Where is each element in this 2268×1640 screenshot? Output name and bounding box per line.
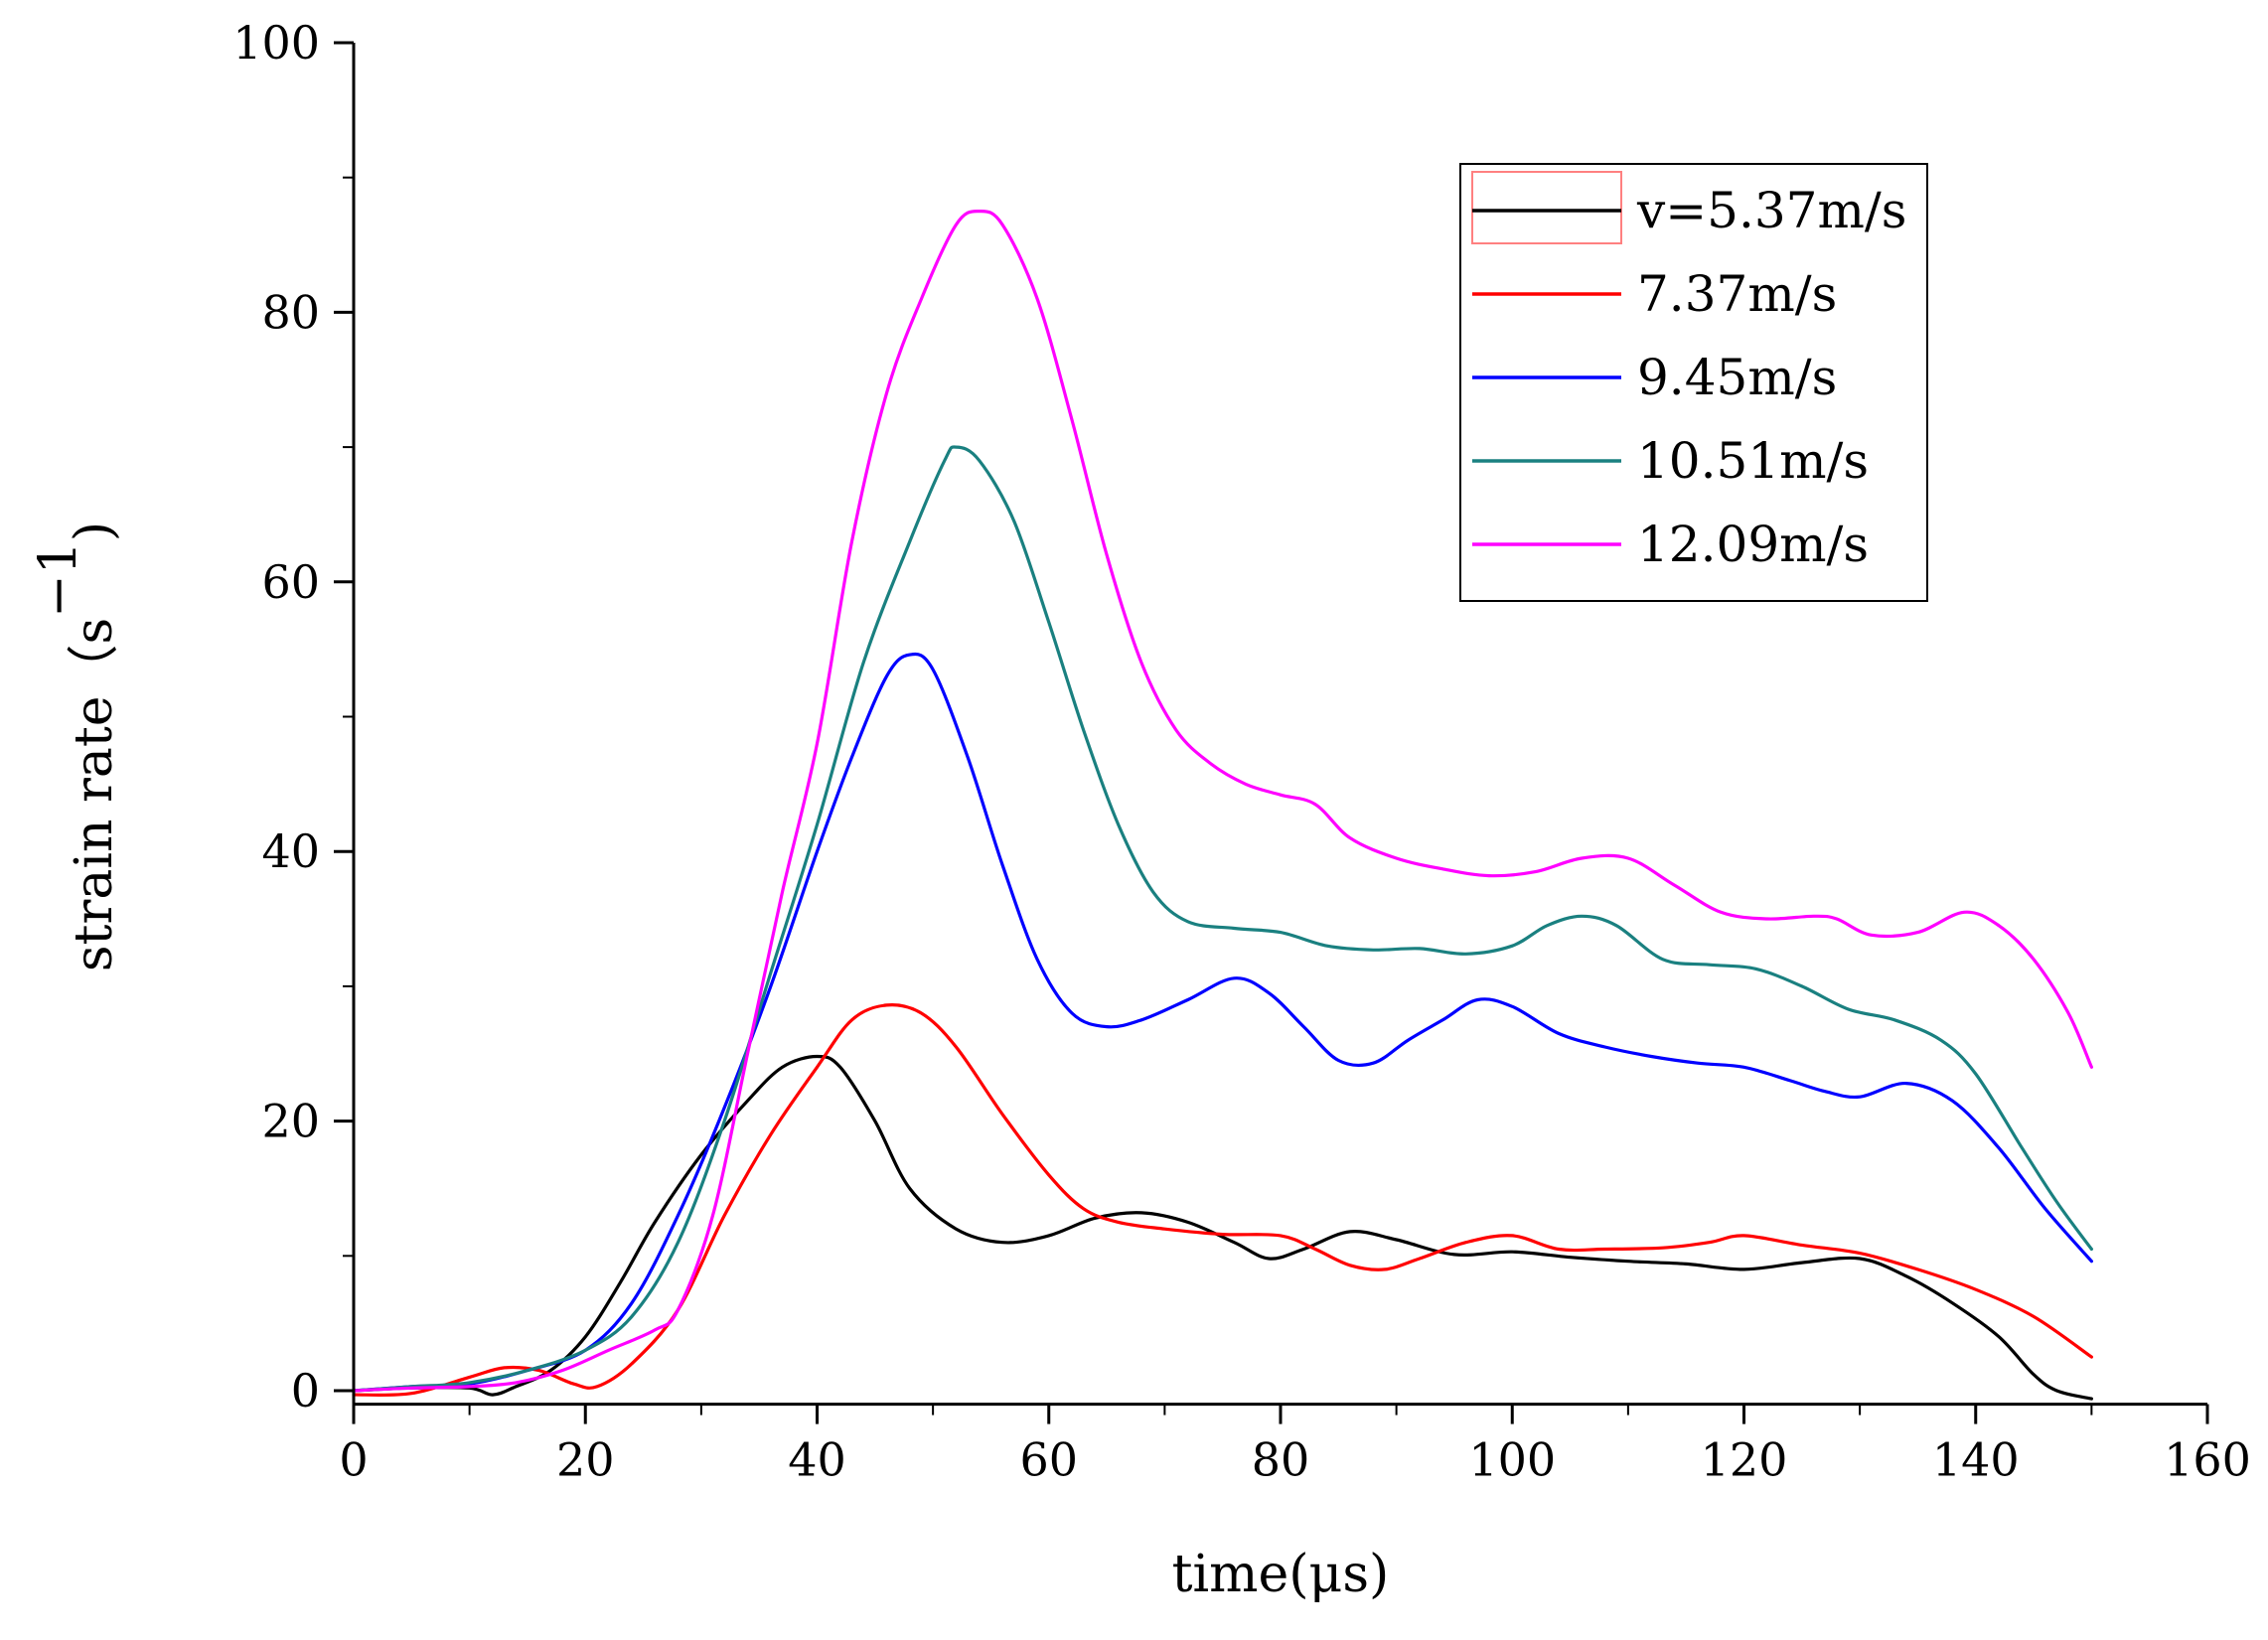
x-tick-label: 80 [1252,1433,1310,1487]
x-ticks: 0 20 40 60 80 100 120 140 160 [339,1404,2251,1487]
legend-label: v=5.37m/s [1636,182,1906,239]
legend: v=5.37m/s 7.37m/s 9.45m/s 10.51m/s 12.09m/s [1459,163,1928,602]
series-line-2 [352,1003,2093,1398]
x-tick-label: 0 [339,1433,368,1487]
y-tick-label: 20 [261,1095,320,1148]
legend-items: v=5.37m/s 7.37m/s 9.45m/s 10.51m/s 12.09m/s [1472,182,1906,573]
x-tick-label: 20 [556,1433,615,1487]
x-tick-label: 120 [1701,1433,1788,1487]
series-line-4 [352,445,2093,1393]
y-tick-label: 0 [291,1364,320,1417]
x-tick-label: 40 [788,1433,846,1487]
series-layer [352,209,2093,1401]
y-ticks: 0 20 40 60 80 100 [232,16,354,1417]
y-axis-title-text: strain rate（s−1) [29,522,124,971]
series-line-1 [352,1054,2093,1401]
y-tick-label: 80 [261,285,320,339]
x-tick-label: 140 [1932,1433,2020,1487]
legend-box [1459,163,1928,602]
legend-highlight [1471,171,1622,244]
y-tick-label: 40 [261,824,320,878]
y-axis-title-main: strain rate（s [65,618,124,971]
series-line-3 [352,652,2093,1393]
x-tick-label: 60 [1019,1433,1078,1487]
x-tick-label: 100 [1468,1433,1556,1487]
series-line-5 [352,209,2093,1393]
x-tick-label: 160 [2164,1433,2251,1487]
legend-label: 7.37m/s [1637,265,1837,323]
y-tick-label: 100 [232,16,320,70]
axes-layer: 0 20 40 60 80 100 120 140 160 0 20 40 60 80 100 [232,16,2251,1487]
x-axis-title: time(μs) [1172,1545,1390,1604]
y-axis-title: strain rate（s−1) [29,522,124,971]
y-tick-label: 60 [261,555,320,609]
legend-label: 12.09m/s [1637,516,1869,573]
y-axis-title-superscript: −1 [29,541,88,618]
y-axis-title-close: ) [65,522,124,541]
legend-label: 9.45m/s [1637,349,1837,406]
legend-label: 10.51m/s [1637,432,1869,490]
